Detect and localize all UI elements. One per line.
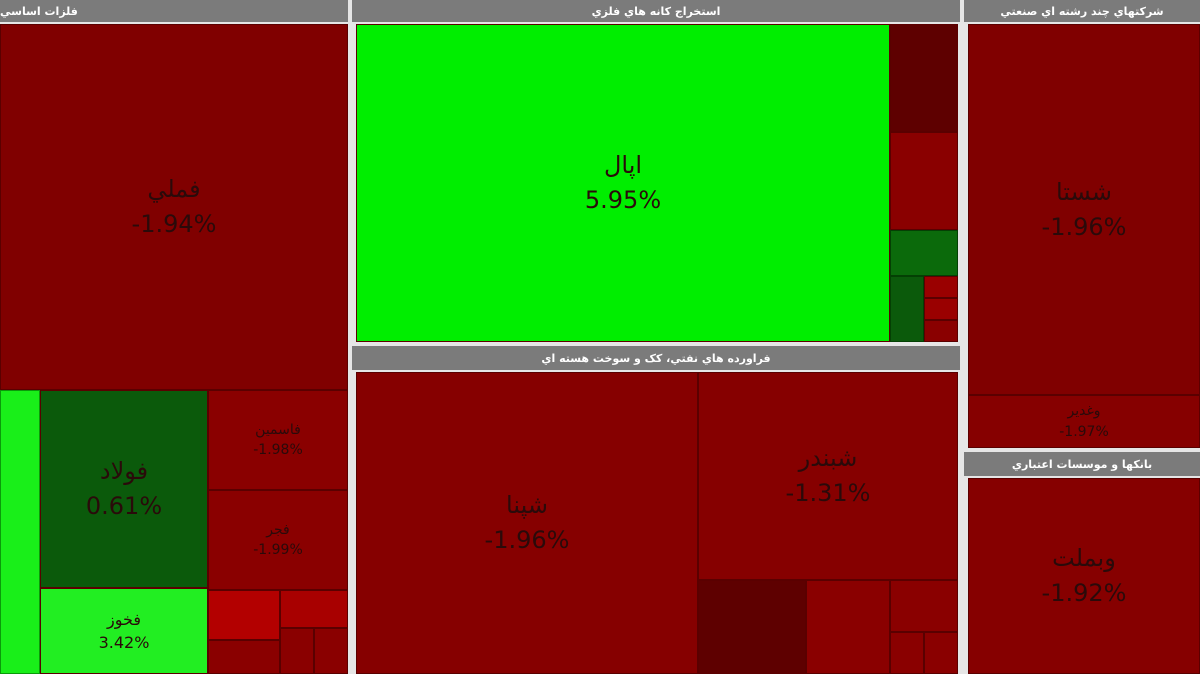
small-tile — [890, 632, 924, 674]
stock-change: -1.96% — [484, 526, 570, 554]
small-tile — [890, 24, 958, 132]
stock-name: فجر — [266, 521, 290, 538]
stock-name: شپنا — [506, 491, 548, 520]
small-tile — [0, 390, 40, 674]
stock-change: -1.94% — [131, 210, 217, 238]
stock-name: شستا — [1055, 177, 1113, 206]
stock-change: -1.98% — [253, 442, 303, 458]
stock-tile: وغدير -1.97% — [968, 395, 1200, 448]
small-tile — [924, 320, 958, 342]
stock-tile: وبملت -1.92% — [968, 478, 1200, 674]
stock-tile: فولاد 0.61% — [40, 390, 208, 588]
stock-tile: فاسمين -1.98% — [208, 390, 348, 490]
stock-change: 0.61% — [85, 492, 163, 520]
stock-change: -1.92% — [1041, 579, 1127, 607]
stock-name: فاسمين — [255, 421, 301, 438]
small-tile — [314, 628, 348, 674]
stock-tile: فجر -1.99% — [208, 490, 348, 590]
stock-change: -1.31% — [785, 479, 871, 507]
sector-header: استخراج کانه هاي فلزي — [352, 0, 960, 22]
stock-name: فخوز — [107, 609, 141, 629]
stock-change: 5.95% — [584, 186, 662, 214]
small-tile — [890, 132, 958, 230]
stock-tile: شبندر -1.31% — [698, 372, 958, 580]
small-tile — [890, 230, 958, 276]
stock-change: 3.42% — [98, 633, 150, 652]
sector-header: فراورده هاي نفتي، کک و سوخت هسته اي — [352, 346, 960, 370]
small-tile — [806, 580, 890, 674]
stock-name: شبندر — [798, 444, 858, 473]
stock-tile: اپال 5.95% — [356, 24, 890, 342]
stock-name: اپال — [603, 151, 643, 180]
stock-name: وغدير — [1067, 403, 1101, 420]
stock-tile: شستا -1.96% — [968, 24, 1200, 395]
small-tile — [890, 580, 958, 632]
stock-change: -1.96% — [1041, 212, 1127, 241]
stock-tile: شپنا -1.96% — [356, 372, 698, 674]
small-tile — [890, 276, 924, 342]
stock-tile: فملي -1.94% — [0, 24, 348, 390]
stock-change: -1.97% — [1059, 423, 1109, 440]
small-tile — [924, 632, 958, 674]
small-tile — [280, 590, 348, 628]
stock-tile: فخوز 3.42% — [40, 588, 208, 674]
small-tile — [924, 276, 958, 298]
small-tile — [280, 628, 314, 674]
small-tile — [924, 298, 958, 320]
small-tile — [698, 580, 806, 674]
stock-name: وبملت — [1052, 544, 1116, 573]
stock-change: -1.99% — [253, 542, 303, 558]
stock-name: فولاد — [99, 457, 149, 486]
stock-name: فملي — [147, 175, 201, 204]
sector-header: شرکتهاي چند رشته اي صنعتي — [964, 0, 1200, 22]
small-tile — [208, 640, 280, 674]
sector-header: بانکها و موسسات اعتباري — [964, 452, 1200, 476]
small-tile — [208, 590, 280, 640]
sector-header: فلزات اساسي — [0, 0, 170, 22]
